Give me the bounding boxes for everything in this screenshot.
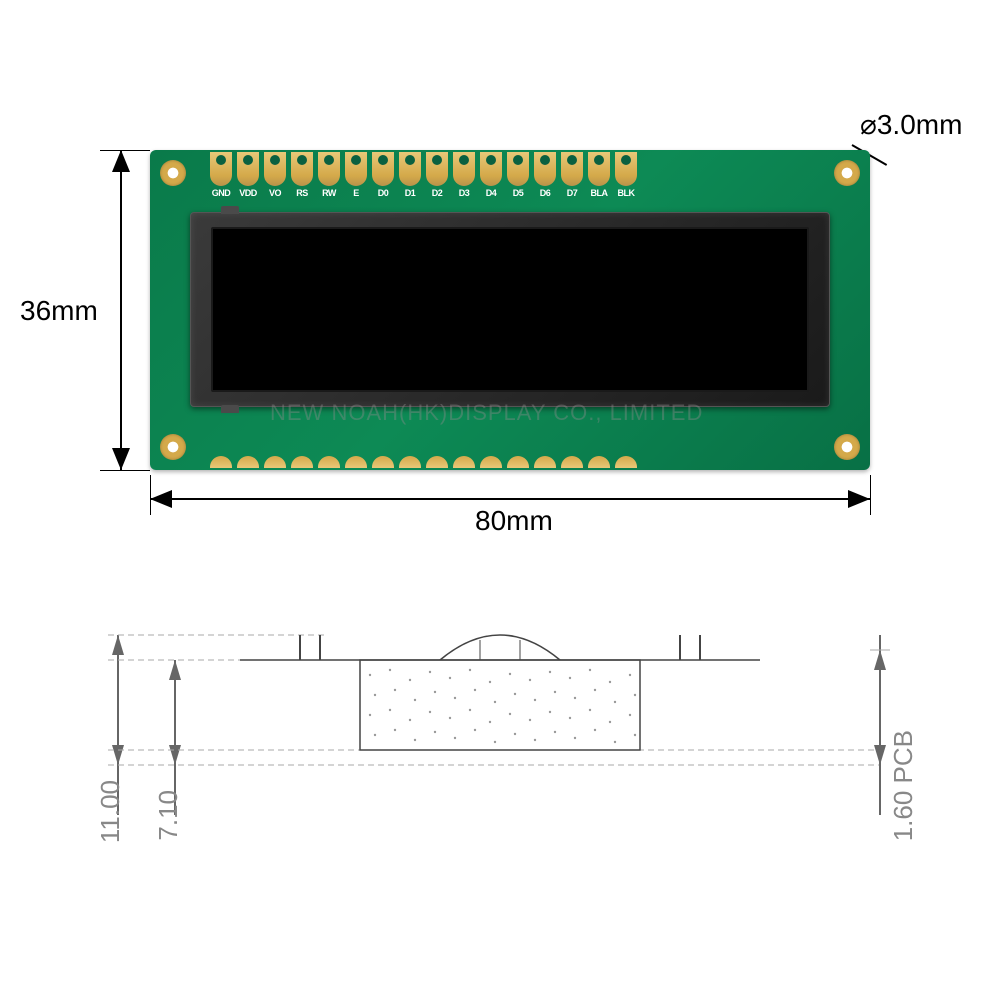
diagram-container: 36mm 80mm ⌀3.0mm GND VDD <box>0 0 1000 1000</box>
pin-label: GND <box>210 188 232 198</box>
pin-label: VDD <box>237 188 259 198</box>
mounting-hole <box>160 160 186 186</box>
lcd-screen <box>211 227 809 392</box>
mounting-hole <box>834 434 860 460</box>
side-view-drawing: 11.00 7.10 1.60 PCB <box>100 620 900 880</box>
mounting-hole <box>834 160 860 186</box>
pin-label: D5 <box>507 188 529 198</box>
pin-label: BLA <box>588 188 610 198</box>
watermark-text: NEW NOAH(HK)DISPLAY CO., LIMITED <box>270 400 703 426</box>
pin-label: RS <box>291 188 313 198</box>
pin-label: BLK <box>615 188 637 198</box>
dim-body-height: 7.10 <box>153 790 184 841</box>
header-pads <box>210 152 637 186</box>
pin-label: D0 <box>372 188 394 198</box>
pin-label: D1 <box>399 188 421 198</box>
dim-height-label: 36mm <box>20 295 98 327</box>
pin-label: E <box>345 188 367 198</box>
pin-label: D2 <box>426 188 448 198</box>
mounting-hole <box>160 434 186 460</box>
pin-label: RW <box>318 188 340 198</box>
pin-label: D7 <box>561 188 583 198</box>
dim-width-label: 80mm <box>475 505 553 537</box>
pin-label: D6 <box>534 188 556 198</box>
bottom-pads <box>210 456 637 468</box>
pin-labels: GND VDD VO RS RW E D0 D1 D2 D3 D4 D5 D6 … <box>210 188 637 198</box>
dim-pcb-thickness: 1.60 PCB <box>888 730 919 841</box>
pin-label: D4 <box>480 188 502 198</box>
pin-label: VO <box>264 188 286 198</box>
pin-label: D3 <box>453 188 475 198</box>
dim-hole-label: ⌀3.0mm <box>860 108 962 141</box>
lcd-bezel <box>190 212 830 407</box>
sideview-svg <box>100 620 900 880</box>
dim-total-height: 11.00 <box>95 780 126 843</box>
